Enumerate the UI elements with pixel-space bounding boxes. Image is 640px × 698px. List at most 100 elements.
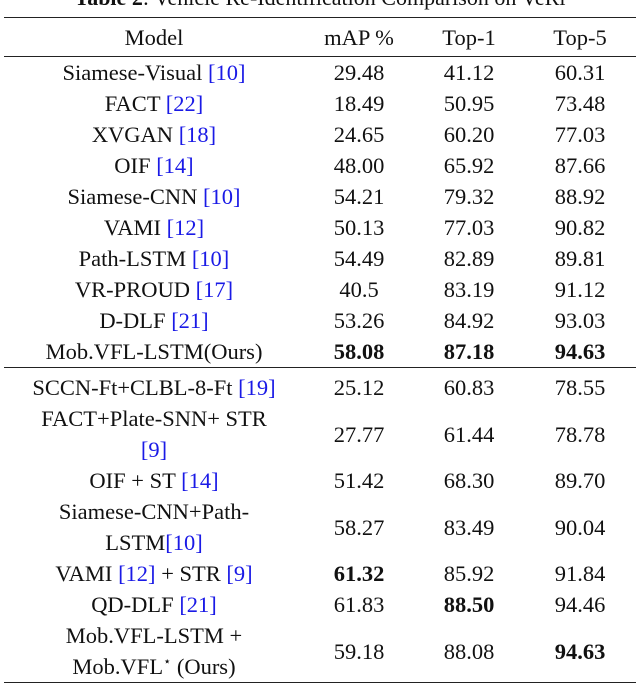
metric-cell: 85.92 xyxy=(443,561,495,586)
model-line: QD-DLF [21] xyxy=(4,589,304,620)
citation: [21] xyxy=(171,308,209,333)
model-cell: Mob.VFL-LSTM + Mob.VFL⋆ (Ours) xyxy=(4,620,304,683)
metric-cell: 91.84 xyxy=(554,561,606,586)
model-cell: D-DLF [21] xyxy=(4,305,304,336)
metric-cell: 58.08 xyxy=(333,339,385,364)
table-row: Siamese-CNN [10] 54.21 79.32 88.92 xyxy=(4,181,636,212)
table-row: Mob.VFL-LSTM(Ours) 58.08 87.18 94.63 xyxy=(4,336,636,368)
metric-cell: 60.20 xyxy=(443,122,495,147)
model-cell: VAMI [12] xyxy=(4,212,304,243)
model-text: (Ours) xyxy=(171,654,236,679)
metric-cell: 48.00 xyxy=(333,153,385,178)
results-table: Model mAP % Top-1 Top-5 Siamese-Visual [10] 2… xyxy=(4,17,636,683)
citation: [12] xyxy=(166,215,205,240)
table-row: XVGAN [18] 24.65 60.20 77.03 xyxy=(4,119,636,150)
model-text: D-DLF xyxy=(99,308,172,333)
metric-cell: 68.30 xyxy=(443,468,495,493)
citation: [12] xyxy=(118,561,156,586)
model-line: OIF + ST [14] xyxy=(4,465,304,496)
metric-cell: 29.48 xyxy=(333,60,385,85)
metric-cell: 65.92 xyxy=(443,153,495,178)
table-caption: Table 2: Vehicle Re-Identification Compa… xyxy=(0,0,640,11)
header-cell: Model xyxy=(4,17,304,57)
metric-cell: 82.89 xyxy=(443,246,495,271)
citation: [10] xyxy=(208,60,246,85)
metric-cell: 78.78 xyxy=(554,421,606,447)
metric-cell: 25.12 xyxy=(304,367,414,403)
model-cell: FACT+Plate-SNN+ STR [9] xyxy=(4,403,304,465)
model-cell: FACT [22] xyxy=(4,88,304,119)
model-text: OIF xyxy=(114,153,157,178)
metric-cell: 83.19 xyxy=(443,277,495,302)
model-line: OIF [14] xyxy=(4,150,304,181)
citation: [10] xyxy=(165,530,203,555)
table-row: D-DLF [21] 53.26 84.92 93.03 xyxy=(4,305,636,336)
table-row: FACT [22] 18.49 50.95 73.48 xyxy=(4,88,636,119)
model-line: Siamese-CNN [10] xyxy=(4,181,304,212)
model-text: VAMI xyxy=(55,561,119,586)
metric-cell: 90.04 xyxy=(554,514,606,540)
model-line: Mob.VFL⋆ (Ours) xyxy=(4,651,304,682)
model-line: Siamese-CNN+Path- xyxy=(4,496,304,527)
model-line: Mob.VFL-LSTM(Ours) xyxy=(4,336,304,367)
model-text: FACT+Plate-SNN+ STR xyxy=(41,406,267,431)
metric-cell: 54.49 xyxy=(333,246,385,271)
table-row: VAMI [12] 50.13 77.03 90.82 xyxy=(4,212,636,243)
metric-cell: 89.81 xyxy=(554,246,606,271)
model-line: [9] xyxy=(4,434,304,465)
metric-cell: 78.55 xyxy=(524,367,636,403)
metric-cell: 77.03 xyxy=(443,215,495,240)
model-text: XVGAN xyxy=(91,122,179,147)
model-cell: OIF + ST [14] xyxy=(4,465,304,496)
metric-cell: 87.66 xyxy=(554,153,606,178)
table-row: QD-DLF [21] 61.83 88.50 94.46 xyxy=(4,589,636,620)
model-cell: OIF [14] xyxy=(4,150,304,181)
metric-cell: 24.65 xyxy=(333,122,385,147)
metric-cell: 79.32 xyxy=(443,184,495,209)
model-line: Mob.VFL-LSTM + xyxy=(4,620,304,651)
citation: [9] xyxy=(140,437,168,462)
citation: [14] xyxy=(156,153,194,178)
header-cell: Top-1 xyxy=(414,17,524,57)
model-cell: Mob.VFL-LSTM(Ours) xyxy=(4,336,304,368)
metric-cell: 51.42 xyxy=(333,468,385,493)
metric-cell: 61.32 xyxy=(333,561,385,586)
metric-cell: 60.83 xyxy=(414,367,524,403)
model-line: D-DLF [21] xyxy=(4,305,304,336)
metric-cell: 61.83 xyxy=(333,592,385,617)
metric-cell: 93.03 xyxy=(554,308,606,333)
citation: [18] xyxy=(178,122,217,147)
caption-label: Table 2 xyxy=(75,0,143,10)
metric-cell: 41.12 xyxy=(443,60,495,85)
metric-cell: 88.50 xyxy=(443,592,495,617)
model-line: FACT+Plate-SNN+ STR xyxy=(4,403,304,434)
metric-cell: 50.95 xyxy=(443,91,495,116)
model-text: + STR xyxy=(155,561,227,586)
citation: [10] xyxy=(203,184,241,209)
model-cell: SCCN-Ft+CLBL-8-Ft [19] xyxy=(4,367,304,403)
metric-cell: 50.13 xyxy=(333,215,385,240)
metric-cell: 88.08 xyxy=(443,638,495,664)
metric-cell: 54.21 xyxy=(333,184,385,209)
model-line: Path-LSTM [10] xyxy=(4,243,304,274)
citation: [17] xyxy=(195,277,234,302)
metric-cell: 58.27 xyxy=(333,514,385,540)
model-text: Mob.VFL-LSTM(Ours) xyxy=(45,339,263,364)
model-text: Siamese-Visual xyxy=(62,60,208,85)
metric-cell: 83.49 xyxy=(443,514,495,540)
model-text: Path-LSTM xyxy=(78,246,192,271)
metric-cell: 73.48 xyxy=(554,91,606,116)
metric-cell: 84.92 xyxy=(443,308,495,333)
model-cell: QD-DLF [21] xyxy=(4,589,304,620)
model-text: Mob.VFL xyxy=(72,654,164,679)
model-text: QD-DLF xyxy=(91,592,180,617)
model-text: VAMI xyxy=(103,215,167,240)
model-text: LSTM xyxy=(105,530,166,555)
citation: [21] xyxy=(179,592,217,617)
model-line: SCCN-Ft+CLBL-8-Ft [19] xyxy=(4,372,304,403)
header-row: Model mAP % Top-1 Top-5 xyxy=(4,17,636,57)
model-text: SCCN-Ft+CLBL-8-Ft xyxy=(32,375,239,400)
table-row: Mob.VFL-LSTM + Mob.VFL⋆ (Ours) 59.18 88.08 9… xyxy=(4,620,636,683)
citation: [22] xyxy=(165,91,204,116)
model-cell: Path-LSTM [10] xyxy=(4,243,304,274)
